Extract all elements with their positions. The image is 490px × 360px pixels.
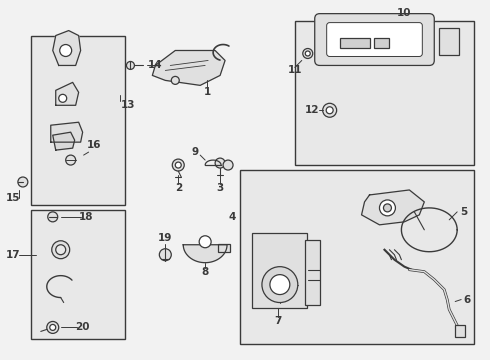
Circle shape — [323, 103, 337, 117]
Circle shape — [18, 177, 28, 187]
FancyBboxPatch shape — [327, 23, 422, 57]
Circle shape — [48, 212, 58, 222]
Text: 20: 20 — [75, 323, 90, 332]
Circle shape — [384, 204, 392, 212]
Bar — [305, 240, 319, 305]
Polygon shape — [362, 190, 424, 225]
Polygon shape — [152, 50, 225, 85]
Text: 18: 18 — [78, 212, 93, 222]
Circle shape — [172, 76, 179, 84]
Bar — [252, 233, 307, 307]
Circle shape — [50, 324, 56, 330]
Circle shape — [52, 241, 70, 259]
Text: 6: 6 — [464, 294, 471, 305]
Polygon shape — [56, 82, 78, 105]
Text: 3: 3 — [217, 183, 224, 193]
Text: 12: 12 — [304, 105, 319, 115]
Circle shape — [379, 200, 395, 216]
Circle shape — [303, 49, 313, 58]
Text: 10: 10 — [397, 8, 412, 18]
Bar — [374, 37, 390, 48]
Circle shape — [126, 62, 134, 69]
Text: 15: 15 — [6, 193, 20, 203]
Circle shape — [215, 158, 225, 168]
Circle shape — [60, 45, 72, 57]
Bar — [218, 244, 230, 252]
Text: 17: 17 — [5, 250, 20, 260]
Bar — [31, 36, 125, 205]
Text: 11: 11 — [288, 66, 302, 76]
Text: 2: 2 — [174, 183, 182, 193]
Text: 9: 9 — [192, 147, 199, 157]
Text: 1: 1 — [203, 87, 211, 97]
Text: 8: 8 — [201, 267, 209, 276]
Bar — [439, 28, 459, 55]
Text: 4: 4 — [228, 212, 236, 222]
Bar — [340, 37, 369, 48]
Circle shape — [262, 267, 298, 302]
Circle shape — [326, 107, 333, 114]
Text: 13: 13 — [121, 100, 136, 110]
Circle shape — [56, 245, 66, 255]
Polygon shape — [51, 122, 83, 142]
Polygon shape — [53, 31, 81, 66]
Text: 16: 16 — [86, 140, 101, 150]
Polygon shape — [183, 245, 227, 263]
Circle shape — [175, 162, 181, 168]
Circle shape — [223, 160, 233, 170]
Circle shape — [47, 321, 59, 333]
Circle shape — [305, 51, 310, 56]
Circle shape — [172, 159, 184, 171]
Circle shape — [159, 249, 171, 261]
Bar — [31, 210, 125, 339]
Circle shape — [66, 155, 75, 165]
Circle shape — [199, 236, 211, 248]
Circle shape — [59, 94, 67, 102]
Bar — [240, 170, 474, 345]
Text: 5: 5 — [461, 207, 468, 217]
Text: 19: 19 — [158, 233, 172, 243]
Text: 14: 14 — [148, 60, 163, 71]
Text: 7: 7 — [274, 316, 282, 327]
Bar — [455, 325, 465, 337]
FancyBboxPatch shape — [315, 14, 434, 66]
Polygon shape — [53, 132, 74, 150]
Bar — [295, 21, 474, 165]
Circle shape — [270, 275, 290, 294]
